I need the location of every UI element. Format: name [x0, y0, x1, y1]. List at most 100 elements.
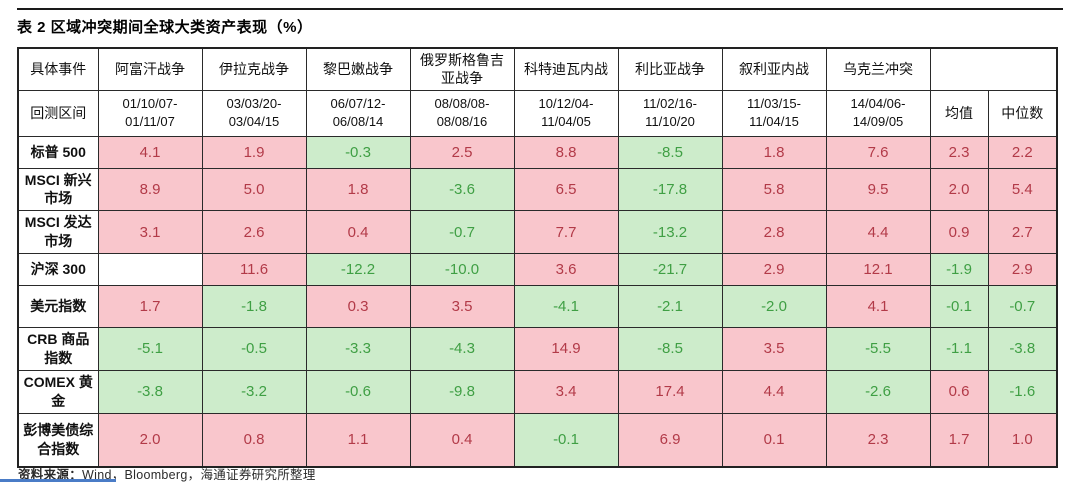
value-cell: -3.3	[305, 327, 411, 371]
value-cell: -10.0	[409, 253, 515, 287]
value-cell: 4.1	[97, 135, 203, 169]
row-label: MSCI 发达市场	[17, 210, 99, 255]
value-cell: -0.6	[305, 369, 411, 414]
value-cell: 0.8	[201, 412, 307, 468]
asset-row: COMEX 黄金 -3.8 -3.2 -0.6 -9.8 3.4 17.4 4.4 -2.6 0.…	[17, 369, 1058, 414]
value-cell: 17.4	[617, 369, 723, 414]
row-label: 标普 500	[17, 135, 99, 169]
period-header-cell: 11/02/16- 11/10/20	[617, 89, 723, 137]
assets-table: 具体事件 阿富汗战争 伊拉克战争 黎巴嫩战争 俄罗斯格鲁吉亚战争 科特迪瓦内战 利比亚战争叙…	[17, 47, 1058, 469]
row-label: MSCI 新兴市场	[17, 167, 99, 212]
period-header-cell: 11/03/15- 11/04/15	[721, 89, 827, 137]
event-header-cell: 科特迪瓦内战	[513, 47, 619, 91]
value-cell: -1.1	[929, 327, 989, 371]
event-header-cell: 利比亚战争	[617, 47, 723, 91]
table-header: 具体事件 阿富汗战争 伊拉克战争 黎巴嫩战争 俄罗斯格鲁吉亚战争 科特迪瓦内战 利比亚战争叙…	[17, 47, 1058, 137]
period-header-cell: 08/08/08- 08/08/16	[409, 89, 515, 137]
event-header-cell: 俄罗斯格鲁吉亚战争	[409, 47, 515, 91]
value-cell: 7.6	[825, 135, 931, 169]
event-header-cell: 叙利亚内战	[721, 47, 827, 91]
asset-row: 标普 500 4.1 1.9 -0.3 2.5 8.8 -8.5 1.8 7.6 2.3 2.2	[17, 135, 1058, 169]
value-cell: -0.5	[201, 327, 307, 371]
value-cell: 4.4	[825, 210, 931, 255]
value-cell: 8.8	[513, 135, 619, 169]
value-cell: 2.9	[987, 253, 1058, 287]
corner-header-cell: 具体事件	[17, 47, 99, 91]
value-cell: -4.3	[409, 327, 515, 371]
value-cell: 5.4	[987, 167, 1058, 212]
value-cell: 2.7	[987, 210, 1058, 255]
value-cell: 2.2	[987, 135, 1058, 169]
period-row-header-cell: 回测区间	[17, 89, 99, 137]
value-cell: 9.5	[825, 167, 931, 212]
value-cell: -21.7	[617, 253, 723, 287]
period-header-cell: 10/12/04- 11/04/05	[513, 89, 619, 137]
value-cell: -0.7	[409, 210, 515, 255]
median-header-cell: 中位数	[987, 89, 1058, 137]
period-header-cell: 03/03/20- 03/04/15	[201, 89, 307, 137]
value-cell: -1.8	[201, 285, 307, 329]
top-rule-divider	[17, 8, 1063, 10]
value-cell: 4.1	[825, 285, 931, 329]
value-cell: 0.1	[721, 412, 827, 468]
value-cell: -3.6	[409, 167, 515, 212]
value-cell: -1.9	[929, 253, 989, 287]
value-cell: -0.7	[987, 285, 1058, 329]
event-header-cell: 阿富汗战争	[97, 47, 203, 91]
value-cell: 8.9	[97, 167, 203, 212]
value-cell: -8.5	[617, 327, 723, 371]
value-cell: -4.1	[513, 285, 619, 329]
asset-row: 彭博美债综合指数 2.0 0.8 1.1 0.4 -0.1 6.9 0.1 2.3 1.7 1.0	[17, 412, 1058, 468]
value-cell: -0.1	[513, 412, 619, 468]
event-header-cell: 黎巴嫩战争	[305, 47, 411, 91]
value-cell: 1.1	[305, 412, 411, 468]
value-cell: -8.5	[617, 135, 723, 169]
source-text: Wind，Bloomberg，海通证券研究所整理	[82, 468, 316, 482]
value-cell: 12.1	[825, 253, 931, 287]
row-label: 美元指数	[17, 285, 99, 329]
value-cell: -2.1	[617, 285, 723, 329]
value-cell: -9.8	[409, 369, 515, 414]
event-header-cell: 伊拉克战争	[201, 47, 307, 91]
value-cell: -0.3	[305, 135, 411, 169]
value-cell: -13.2	[617, 210, 723, 255]
value-cell: -0.1	[929, 285, 989, 329]
value-cell: 2.3	[825, 412, 931, 468]
value-cell: 6.5	[513, 167, 619, 212]
value-cell: 2.0	[97, 412, 203, 468]
value-cell: -3.8	[987, 327, 1058, 371]
value-cell: 2.5	[409, 135, 515, 169]
value-cell: -2.0	[721, 285, 827, 329]
mean-header-cell: 均值	[929, 89, 989, 137]
value-cell: 0.6	[929, 369, 989, 414]
value-cell: 3.6	[513, 253, 619, 287]
asset-row: CRB 商品指数 -5.1 -0.5 -3.3 -4.3 14.9 -8.5 3.5 -5.5-…	[17, 327, 1058, 371]
value-cell: -17.8	[617, 167, 723, 212]
value-cell: 0.3	[305, 285, 411, 329]
source-note: 资料来源：Wind，Bloomberg，海通证券研究所整理	[18, 464, 316, 483]
value-cell: 1.0	[987, 412, 1058, 468]
value-cell: 3.5	[409, 285, 515, 329]
period-header-cell: 01/10/07- 01/11/07	[97, 89, 203, 137]
value-cell: 6.9	[617, 412, 723, 468]
value-cell: 5.8	[721, 167, 827, 212]
value-cell: -5.5	[825, 327, 931, 371]
value-cell: 1.8	[305, 167, 411, 212]
asset-row: MSCI 新兴市场 8.9 5.0 1.8 -3.6 6.5 -17.8 5.8 9.5 2.0 5…	[17, 167, 1058, 212]
value-cell: 2.6	[201, 210, 307, 255]
value-cell: 3.4	[513, 369, 619, 414]
value-cell: 2.9	[721, 253, 827, 287]
value-cell: 1.8	[721, 135, 827, 169]
value-cell: 4.4	[721, 369, 827, 414]
period-header-cell: 06/07/12- 06/08/14	[305, 89, 411, 137]
value-cell: 11.6	[201, 253, 307, 287]
stats-spacer-cell	[929, 47, 1058, 91]
value-cell: 14.9	[513, 327, 619, 371]
period-header-cell: 14/04/06- 14/09/05	[825, 89, 931, 137]
value-cell: 1.9	[201, 135, 307, 169]
asset-row: 美元指数 1.7 -1.8 0.3 3.5 -4.1 -2.1 -2.0 4.1 -0.1 -0.7	[17, 285, 1058, 329]
value-cell: 0.4	[305, 210, 411, 255]
row-label: CRB 商品指数	[17, 327, 99, 371]
value-cell: 1.7	[97, 285, 203, 329]
